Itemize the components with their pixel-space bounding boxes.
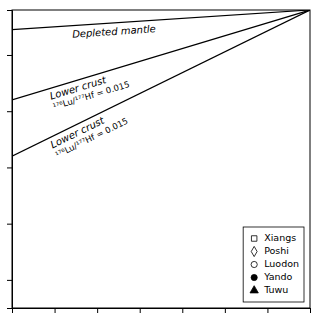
- legend-label: Poshi: [264, 245, 289, 256]
- y-tick: [7, 167, 12, 168]
- y-tick-mark: [7, 55, 12, 56]
- legend-frame: [243, 227, 304, 302]
- legend: Xiangs Poshi Luodon Yando Tuwu: [243, 227, 304, 302]
- legend-marker: [250, 286, 258, 293]
- y-tick: [7, 280, 12, 281]
- y-tick-mark: [7, 224, 12, 225]
- legend-marker: [251, 261, 257, 267]
- x-tick: [310, 308, 311, 313]
- y-tick-mark: [7, 280, 12, 281]
- line: [12, 10, 310, 156]
- legend-marker: [251, 236, 256, 241]
- x-tick-mark: [97, 308, 98, 313]
- y-tick-mark: [7, 167, 12, 168]
- legend-label: Tuwu: [263, 284, 288, 295]
- y-tick: [7, 224, 12, 225]
- chart: Depleted mantleLower crust¹⁷⁶Lu/¹⁷⁷Hf = …: [0, 0, 320, 320]
- x-tick: [97, 308, 98, 313]
- y-tick: [7, 55, 12, 56]
- y-tick-mark: [7, 111, 12, 112]
- line: [12, 10, 310, 30]
- annotation: ¹⁷⁶Lu/¹⁷⁷Hf = 0.015: [54, 116, 130, 160]
- annotation: Depleted mantle: [72, 23, 156, 39]
- x-tick-mark: [225, 308, 226, 313]
- x-tick: [182, 308, 183, 313]
- x-tick-mark: [267, 308, 268, 313]
- x-tick-mark: [55, 308, 56, 313]
- x-tick: [267, 308, 268, 313]
- y-tick: [7, 111, 12, 112]
- x-tick-mark: [182, 308, 183, 313]
- legend-marker: [251, 274, 257, 280]
- x-tick-mark: [140, 308, 141, 313]
- legend-marker: [251, 246, 257, 256]
- x-tick: [225, 308, 226, 313]
- legend-label: Luodon: [264, 258, 299, 269]
- annotation: ¹⁷⁶Lu/¹⁷⁷Hf = 0.015: [52, 79, 131, 112]
- x-tick: [55, 308, 56, 313]
- plot-area: [12, 10, 310, 156]
- legend-label: Yando: [263, 271, 292, 282]
- legend-label: Xiangs: [264, 232, 296, 243]
- plot-frame: [12, 10, 310, 308]
- x-tick-mark: [310, 308, 311, 313]
- x-axis: [13, 308, 311, 313]
- x-axis-line: [13, 309, 311, 314]
- line: [12, 10, 310, 100]
- x-tick: [140, 308, 141, 313]
- annotations: Depleted mantleLower crust¹⁷⁶Lu/¹⁷⁷Hf = …: [48, 23, 156, 160]
